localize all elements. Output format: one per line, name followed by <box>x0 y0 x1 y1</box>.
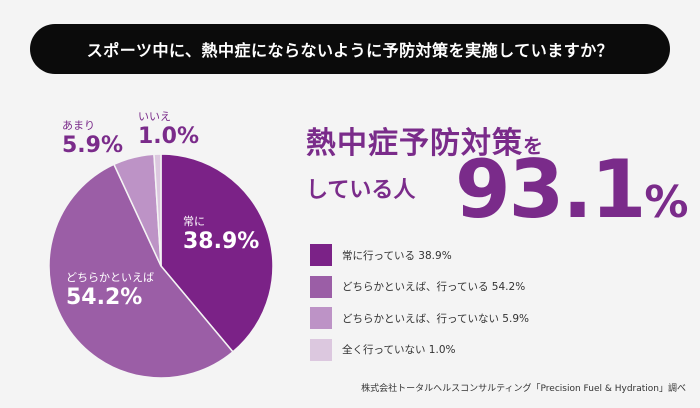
headline-line2: している人 <box>306 178 416 203</box>
legend-swatch <box>310 307 332 329</box>
legend-swatch <box>310 244 332 266</box>
slice-label-rather-yes-name: どちらかといえば <box>66 271 154 284</box>
legend-label: どちらかといえば、行っている 54.2% <box>342 281 526 293</box>
slice-label-no-value: 1.0% <box>138 124 200 149</box>
headline-value: 93.1% <box>455 150 688 230</box>
headline-line1-suffix: を <box>523 134 544 158</box>
question-text: スポーツ中に、熱中症にならないように予防対策を実施していますか？ <box>86 41 614 60</box>
headline-value-number: 93.1 <box>455 143 646 236</box>
pie-slice-never <box>153 153 162 267</box>
legend-swatch <box>310 275 332 298</box>
legend-item: 常に行っている 38.9% <box>310 244 529 266</box>
slice-label-no: いいえ 1.0% <box>138 111 199 148</box>
question-banner: スポーツ中に、熱中症にならないように予防対策を実施していますか？ <box>30 24 670 74</box>
headline-line1: 熱中症予防対策を <box>306 118 544 162</box>
legend-item: どちらかといえば、行っている 54.2% <box>310 275 529 298</box>
slice-label-no-name: いいえ <box>138 110 171 123</box>
legend-label: 全く行っていない 1.0% <box>342 344 456 356</box>
slice-label-rather-yes-value: 54.2% <box>66 285 143 310</box>
slice-label-not-much-value: 5.9% <box>62 133 124 158</box>
source-note: 株式会社トータルヘルスコンサルティング「Precision Fuel & Hyd… <box>361 384 686 394</box>
slice-label-always-value: 38.9% <box>183 229 260 254</box>
legend-item: 全く行っていない 1.0% <box>310 338 529 361</box>
legend-label: 常に行っている 38.9% <box>342 249 452 262</box>
headline-line1-main: 熱中症予防対策 <box>306 126 523 161</box>
slice-label-always-name: 常に <box>183 215 205 228</box>
slice-label-not-much: あまり 5.9% <box>62 120 123 157</box>
legend-item: どちらかといえば、行っていない 5.9% <box>310 307 529 329</box>
legend: 常に行っている 38.9% どちらかといえば、行っている 54.2% どちらかと… <box>310 244 529 370</box>
headline-value-unit: % <box>644 177 689 228</box>
pie-slice-always <box>160 153 274 353</box>
slice-label-rather-yes: どちらかといえば 54.2% <box>66 272 154 309</box>
slice-label-not-much-name: あまり <box>62 119 95 132</box>
legend-swatch <box>310 338 332 361</box>
pie-slice-rather-yes <box>48 163 234 379</box>
slice-label-always: 常に 38.9% <box>183 216 259 253</box>
legend-label: どちらかといえば、行っていない 5.9% <box>342 312 529 325</box>
